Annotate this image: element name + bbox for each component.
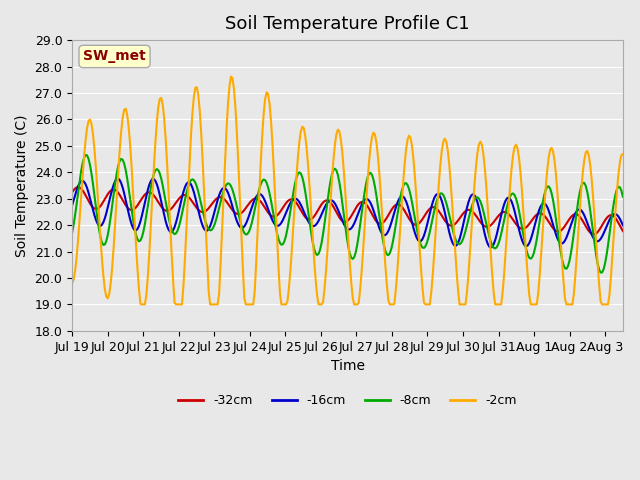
Line: -16cm: -16cm (72, 179, 623, 248)
-32cm (68, 190, 76, 195)
-8cm (82, 152, 90, 158)
-32cm (140, 193, 147, 199)
-32cm (255, 197, 263, 203)
-2cm (475, 142, 483, 147)
-32cm (619, 228, 627, 234)
-2cm (138, 301, 146, 307)
-8cm (68, 230, 76, 236)
-8cm (474, 194, 481, 200)
-16cm (474, 199, 481, 205)
-8cm (350, 254, 358, 260)
-2cm (140, 301, 147, 307)
-16cm (610, 211, 618, 217)
Line: -8cm: -8cm (72, 155, 623, 273)
-2cm (161, 116, 168, 121)
Title: Soil Temperature Profile C1: Soil Temperature Profile C1 (225, 15, 470, 33)
-16cm (161, 212, 168, 218)
-8cm (255, 186, 263, 192)
-16cm (350, 221, 358, 227)
-2cm (257, 161, 264, 167)
-8cm (140, 228, 147, 234)
-32cm (350, 208, 358, 214)
Legend: -32cm, -16cm, -8cm, -2cm: -32cm, -16cm, -8cm, -2cm (173, 389, 522, 412)
-2cm (227, 74, 235, 80)
-8cm (619, 194, 627, 200)
-2cm (619, 151, 627, 157)
-32cm (474, 215, 481, 221)
X-axis label: Time: Time (330, 359, 365, 373)
-16cm (115, 176, 122, 181)
-2cm (68, 280, 76, 286)
-32cm (610, 214, 618, 219)
-32cm (74, 184, 82, 190)
-16cm (140, 206, 147, 212)
-2cm (610, 229, 618, 235)
-8cm (610, 199, 618, 205)
-16cm (619, 222, 627, 228)
-8cm (161, 191, 168, 196)
-16cm (68, 203, 76, 208)
-2cm (352, 301, 360, 307)
Line: -32cm: -32cm (72, 187, 623, 234)
-32cm (589, 231, 597, 237)
-32cm (161, 207, 168, 213)
Y-axis label: Soil Temperature (C): Soil Temperature (C) (15, 114, 29, 257)
-16cm (487, 245, 495, 251)
-16cm (255, 191, 263, 197)
Text: SW_met: SW_met (83, 49, 146, 63)
-8cm (596, 270, 604, 276)
Line: -2cm: -2cm (72, 77, 623, 304)
